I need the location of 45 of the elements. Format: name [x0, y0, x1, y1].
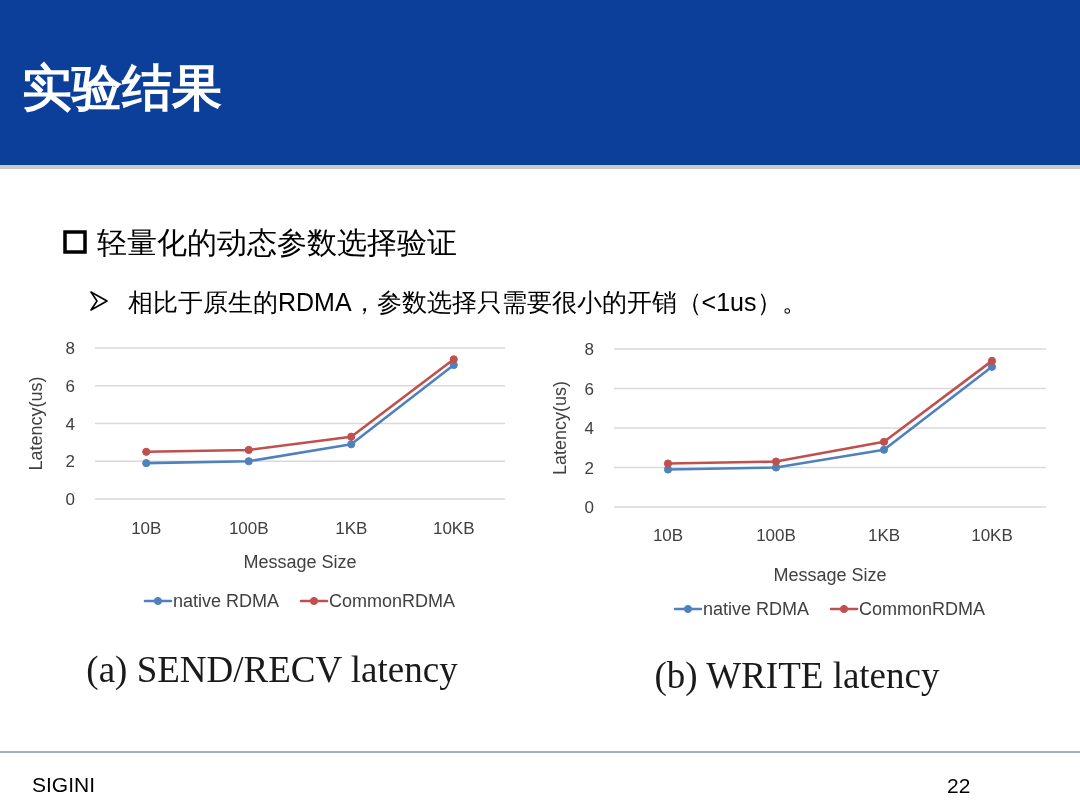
point: [879, 437, 889, 446]
text: 轻量化的动态参数选择验证: [97, 226, 457, 259]
text: 实验结果: [22, 60, 222, 116]
y-tick-label: 0: [584, 498, 594, 517]
legend-label: native RDMA: [172, 591, 279, 611]
point: [142, 459, 151, 468]
y-axis-title: Latency(us): [26, 376, 46, 471]
x-tick-label: 10KB: [971, 526, 1013, 545]
x-tick-label: 10KB: [432, 519, 475, 538]
point: [347, 432, 356, 441]
x-axis-title: Message Size: [773, 565, 887, 585]
x-tick-label: 100B: [228, 519, 269, 538]
point: [244, 445, 253, 455]
y-tick-label: 2: [65, 452, 75, 472]
text: (a) SEND/RECV latency: [86, 649, 459, 691]
x-tick-label: 1KB: [867, 526, 901, 545]
text: SIGINI: [32, 773, 96, 796]
legend-label: native RDMA: [702, 599, 809, 619]
x-tick-label: 10B: [131, 519, 162, 538]
x-axis-title: Message Size: [243, 552, 357, 572]
point: [449, 355, 458, 364]
legend-label: CommonRDMA: [329, 591, 456, 611]
point: [663, 459, 673, 468]
x-tick-label: 100B: [756, 526, 796, 545]
text: (b) WRITE latency: [654, 655, 940, 697]
y-tick-label: 8: [65, 339, 75, 358]
point: [987, 356, 997, 365]
point: [244, 457, 253, 466]
point: [879, 445, 889, 454]
y-axis-title: Latency(us): [550, 380, 570, 476]
y-tick-label: 8: [584, 340, 594, 359]
x-tick-label: 1KB: [335, 519, 368, 538]
y-tick-label: 0: [65, 490, 75, 509]
point: [142, 447, 151, 456]
legend-label: CommonRDMA: [859, 599, 986, 619]
point: [347, 440, 356, 449]
x-tick-label: 10B: [652, 526, 684, 545]
y-tick-label: 6: [584, 379, 594, 399]
y-tick-label: 4: [65, 414, 75, 434]
point: [771, 457, 781, 466]
text: 相比于原生的RDMA，参数选择只需要很小的开销（<1us）。: [128, 288, 807, 316]
y-tick-label: 2: [584, 458, 594, 478]
y-tick-label: 4: [584, 419, 594, 438]
text: 22: [947, 774, 971, 797]
y-tick-label: 6: [65, 376, 75, 396]
